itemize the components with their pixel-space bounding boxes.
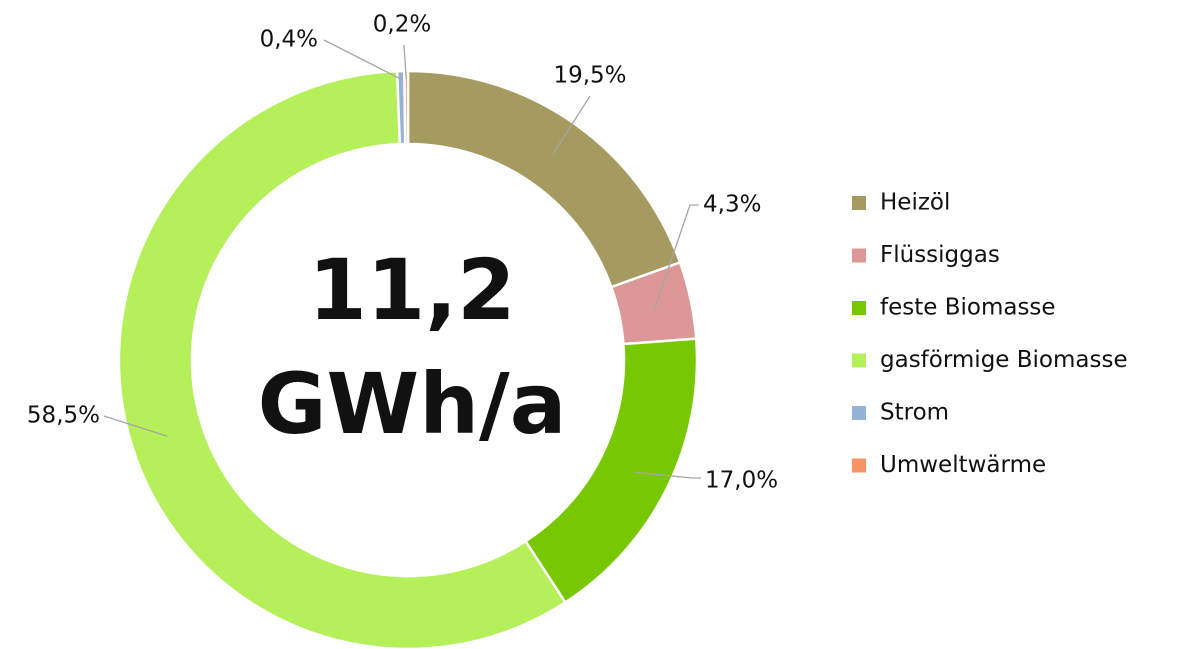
donut-slice	[403, 69, 410, 146]
data-label: 58,5%	[27, 403, 100, 429]
legend-swatch	[852, 301, 866, 315]
legend-label: gasförmige Biomasse	[880, 347, 1128, 373]
leader-line	[634, 471, 701, 479]
leader-line	[403, 44, 407, 80]
leader-line	[654, 204, 699, 308]
leader-line	[103, 415, 168, 437]
data-label: 17,0%	[705, 468, 778, 494]
legend-swatch	[852, 458, 866, 473]
center-unit: GWh/a	[258, 355, 567, 453]
legend-swatch	[852, 196, 866, 210]
data-label: 4,3%	[703, 192, 761, 218]
center-value: 11,2	[308, 241, 515, 339]
legend-swatch	[852, 248, 866, 263]
data-label: 0,2%	[373, 12, 431, 38]
legend-label: Umweltwärme	[880, 452, 1046, 478]
leader-line	[552, 95, 591, 154]
legend-label: Flüssiggas	[880, 242, 1000, 268]
legend-label: feste Biomasse	[880, 295, 1056, 321]
legend-label: Heizöl	[880, 190, 950, 216]
data-label: 19,5%	[553, 63, 626, 89]
legend-swatch	[852, 353, 866, 368]
legend-swatch	[852, 406, 866, 420]
donut-slice	[117, 69, 568, 649]
legend-label: Strom	[880, 400, 949, 426]
data-label: 0,4%	[260, 27, 318, 53]
leader-line	[323, 39, 402, 80]
